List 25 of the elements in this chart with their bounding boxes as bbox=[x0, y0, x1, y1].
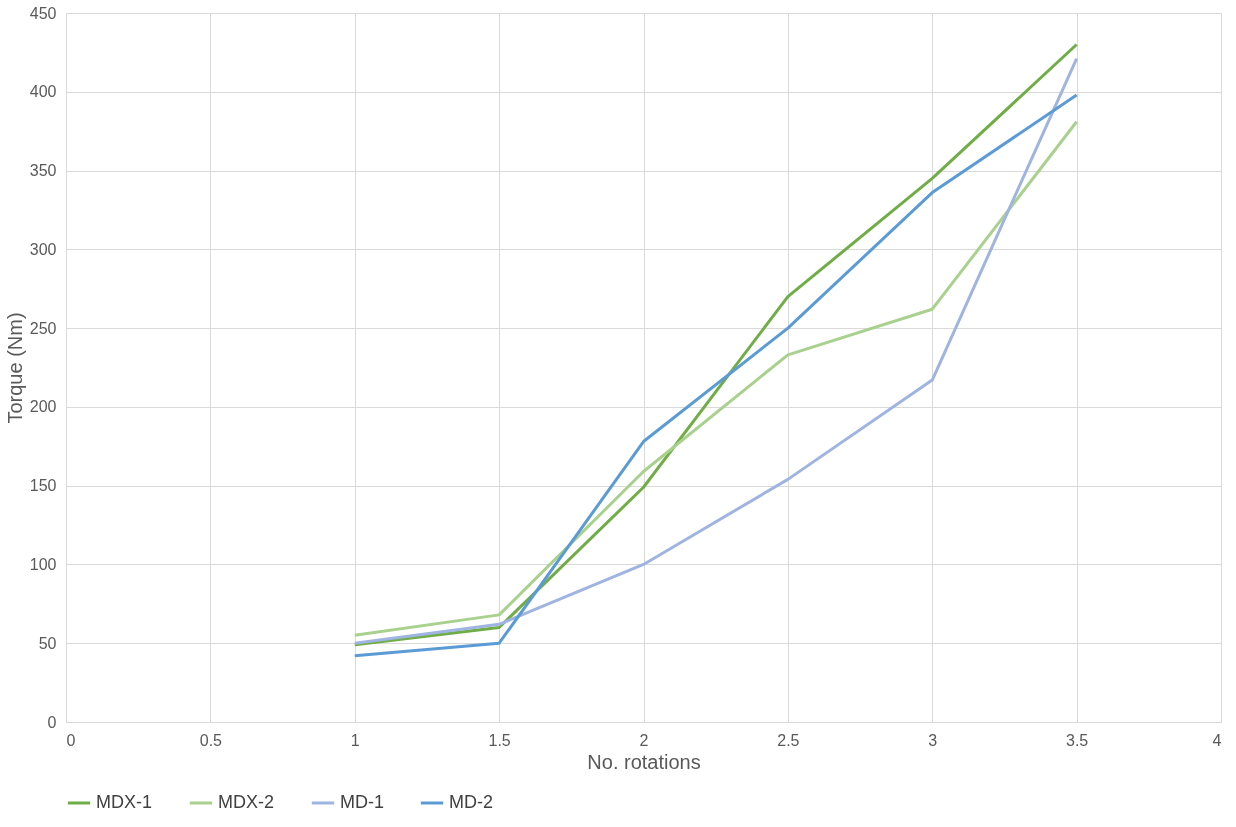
y-tick-label: 100 bbox=[29, 555, 57, 573]
x-tick-label: 2.5 bbox=[777, 731, 800, 749]
legend-label: MDX-2 bbox=[218, 792, 275, 812]
y-tick-label: 50 bbox=[38, 634, 57, 652]
y-tick-label: 250 bbox=[29, 319, 57, 337]
x-tick-label: 4 bbox=[1212, 731, 1222, 749]
y-tick-label: 350 bbox=[29, 162, 57, 180]
legend-label: MD-1 bbox=[340, 792, 384, 812]
legend-label: MDX-1 bbox=[96, 792, 153, 812]
y-tick-label: 0 bbox=[47, 713, 57, 731]
y-tick-label: 450 bbox=[29, 4, 57, 22]
y-tick-label: 400 bbox=[29, 83, 57, 101]
x-tick-label: 3.5 bbox=[1066, 731, 1089, 749]
x-axis-title: No. rotations bbox=[587, 750, 701, 773]
x-tick-label: 1.5 bbox=[488, 731, 511, 749]
x-tick-label: 3 bbox=[928, 731, 938, 749]
x-tick-label: 2 bbox=[639, 731, 649, 749]
x-tick-label: 1 bbox=[350, 731, 360, 749]
y-tick-label: 150 bbox=[29, 477, 57, 495]
legend-label: MD-2 bbox=[449, 792, 493, 812]
y-axis-title: Torque (Nm) bbox=[3, 312, 26, 424]
x-tick-label: 0.5 bbox=[199, 731, 223, 749]
y-tick-label: 300 bbox=[29, 240, 57, 258]
x-tick-label: 0 bbox=[66, 731, 76, 749]
y-tick-label: 200 bbox=[29, 398, 57, 416]
